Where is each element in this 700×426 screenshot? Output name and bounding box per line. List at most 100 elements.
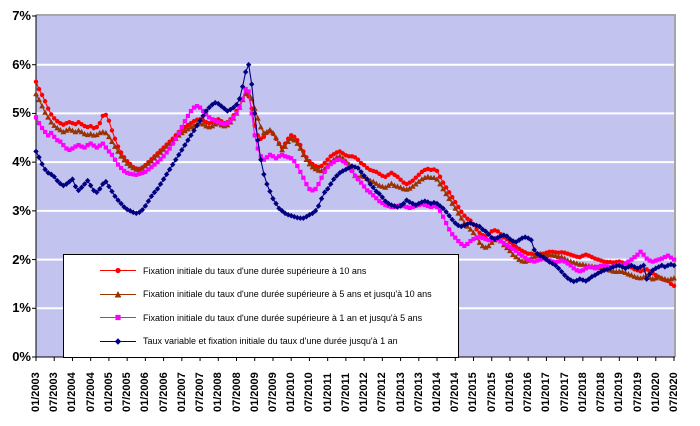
square-marker-icon: [115, 315, 121, 321]
x-axis-label-07-2020: 07/2020: [668, 372, 680, 412]
square-data-point: [173, 136, 178, 141]
circle-data-point: [292, 134, 297, 140]
circle-data-point: [325, 157, 330, 162]
diamond-data-point: [449, 216, 455, 223]
diamond-data-point: [331, 176, 337, 182]
diamond-data-point: [115, 197, 121, 203]
square-data-point: [629, 257, 634, 262]
square-data-point: [331, 160, 336, 165]
circle-data-point: [322, 160, 327, 166]
square-data-point: [465, 241, 470, 247]
x-axis-label-07-2009: 07/2009: [266, 372, 279, 412]
square-data-point: [592, 266, 598, 271]
square-data-point: [556, 259, 561, 264]
triangle-glyph: [114, 290, 122, 298]
square-data-point: [668, 255, 674, 260]
diamond-data-point: [87, 182, 94, 189]
square-data-point: [155, 160, 160, 165]
square-data-point: [653, 258, 658, 263]
triangle-data-point: [558, 254, 565, 260]
diamond-data-point: [561, 272, 568, 278]
diamond-data-point: [403, 197, 410, 203]
triangle-data-point: [406, 185, 413, 191]
triangle-data-point: [507, 247, 513, 254]
square-data-point: [73, 144, 78, 149]
diamond-data-point: [100, 181, 106, 187]
x-axis-label-01-2003: 01/2003: [30, 372, 42, 412]
triangle-data-point: [51, 122, 58, 128]
diamond-data-point: [522, 234, 528, 240]
circle-data-point: [456, 204, 461, 210]
square-data-point: [444, 220, 449, 226]
square-data-point: [365, 188, 370, 193]
diamond-data-point: [291, 213, 297, 220]
square-data-point: [289, 156, 294, 161]
diamond-data-point: [270, 195, 276, 202]
square-data-point: [307, 186, 312, 192]
diamond-data-point: [492, 236, 498, 242]
square-data-point: [125, 170, 130, 175]
triangle-data-point: [115, 148, 121, 154]
diamond-data-point: [48, 171, 54, 178]
square-data-point: [52, 134, 57, 139]
diamond-data-point: [133, 210, 139, 217]
triangle-data-point: [622, 269, 629, 276]
diamond-data-point: [568, 277, 574, 283]
legend: Fixation initiale du taux d'une durée su…: [63, 254, 459, 358]
square-data-point: [228, 118, 233, 123]
square-data-point: [85, 142, 90, 148]
square-data-point: [371, 193, 376, 198]
diamond-data-point: [60, 182, 67, 189]
triangle-data-point: [513, 254, 519, 260]
x-axis-label-07-2007: 07/2007: [194, 372, 207, 412]
square-data-point: [106, 149, 112, 154]
square-data-point: [428, 204, 434, 210]
square-data-point: [425, 203, 431, 209]
square-data-point: [513, 248, 519, 253]
diamond-data-point: [604, 266, 610, 273]
square-data-point: [128, 171, 133, 176]
diamond-data-point: [69, 176, 76, 182]
square-data-point: [334, 158, 339, 163]
diamond-data-point: [416, 200, 422, 207]
diamond-data-point: [221, 105, 228, 112]
square-data-point: [638, 249, 643, 254]
x-axis-label-01-2005: 01/2005: [102, 372, 115, 412]
diamond-data-point: [580, 277, 586, 283]
triangle-data-point: [370, 178, 377, 184]
square-data-point: [641, 252, 646, 257]
square-data-point: [231, 115, 236, 120]
diamond-data-point: [318, 195, 325, 202]
legend-label: Taux variable et fixation initiale du ta…: [143, 336, 398, 347]
square-data-point: [368, 190, 373, 195]
triangle-data-point: [142, 163, 149, 169]
diamond-data-point: [519, 235, 525, 241]
diamond-data-point: [640, 262, 647, 269]
square-data-point: [179, 124, 184, 130]
triangle-data-point: [452, 205, 459, 211]
square-data-point: [662, 255, 667, 260]
square-data-point: [504, 242, 510, 248]
square-data-point: [498, 238, 503, 244]
x-axis-label-07-2008: 07/2008: [230, 372, 243, 412]
square-data-point: [191, 105, 197, 110]
square-data-point: [407, 205, 412, 211]
square-data-point: [82, 145, 87, 150]
diamond-data-point: [78, 184, 85, 191]
triangle-data-point: [303, 156, 310, 163]
square-data-point: [273, 156, 279, 161]
circle-data-point: [525, 251, 531, 256]
square-data-point: [535, 258, 540, 263]
circle-data-point: [446, 190, 452, 195]
square-data-point: [538, 257, 543, 262]
square-data-point: [571, 266, 576, 271]
square-data-point: [88, 141, 93, 146]
diamond-data-point: [285, 211, 291, 218]
x-axis-label-01-2017: 01/2017: [540, 372, 553, 412]
x-axis-label-01-2013: 01/2013: [394, 372, 407, 412]
diamond-data-point: [367, 181, 373, 187]
y-axis-label-4%: 4%: [12, 154, 31, 170]
square-data-point: [267, 152, 273, 157]
